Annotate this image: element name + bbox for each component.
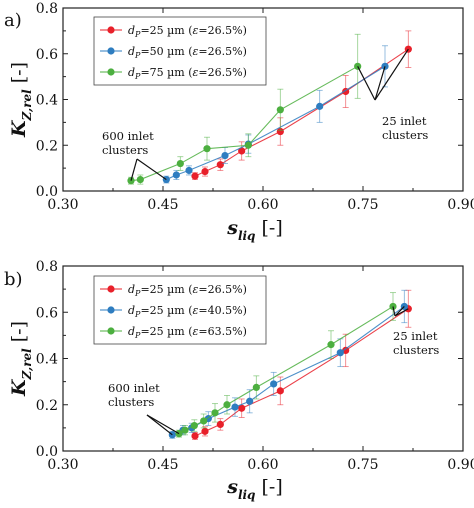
y-tick-label: 0.6 [36,305,58,321]
x-tick-label: 0.30 [47,457,78,473]
legend-box [93,16,267,86]
legend-entry: dP=25 µm (ε=40.5%) [128,304,247,319]
y-axis-label: KZ,rel [-] [8,62,34,138]
x-tick-label: 0.90 [447,457,474,473]
annotation-pointer [136,158,167,181]
data-point [244,141,252,149]
annotation-25-inlet: 25 inlet clusters [393,329,439,357]
y-axis-label: KZ,rel [-] [8,321,34,397]
legend-entry: dP=25 µm (ε=26.5%) [128,24,247,39]
x-tick-label: 0.90 [447,197,474,213]
data-point [327,341,335,349]
series-0 [191,289,412,440]
legend-swatch-marker [107,285,115,293]
legend-swatch-marker [107,47,115,55]
series-2 [127,33,362,185]
x-tick-label: 0.75 [347,197,378,213]
series-0 [191,30,412,181]
annotation-pointer [394,308,409,317]
y-tick-label: 0.8 [36,1,58,17]
legend-entry: dP=25 µm (ε=26.5%) [128,283,247,298]
annotation-pointer [392,306,396,317]
data-point [190,421,198,430]
x-axis-label: sliq [-] [226,476,283,502]
y-tick-label: 0.0 [36,444,58,460]
data-point [136,175,144,184]
data-point [203,145,211,153]
annotation-pointer [357,66,376,101]
legend-swatch-marker [107,306,115,314]
data-point [216,161,224,169]
data-point [246,397,254,405]
annotation-pointer [374,48,409,101]
data-point [200,417,208,425]
annotation-pointer [130,158,138,181]
x-tick-label: 0.60 [247,197,278,213]
x-tick-label: 0.30 [47,197,78,213]
annotation-pointer [374,66,386,101]
data-point [252,383,260,392]
series-2 [175,292,397,438]
panel-label: b) [4,269,23,290]
annotation-pointer [146,414,173,436]
legend: dP=25 µm (ε=26.5%) dP=25 µm (ε=40.5%) dP=2… [93,275,267,345]
panel-b: 0.30 0.45 0.60 0.75 0.90 0.0 0.2 0.4 0.6 0.8 b) sli… [4,259,474,502]
legend-swatch-marker [107,26,115,34]
data-point [231,403,239,411]
data-point [223,401,231,409]
legend-swatch-marker [107,68,115,76]
data-point [276,387,284,395]
legend-entry: dP=75 µm (ε=26.5%) [128,66,247,81]
data-point [276,127,284,136]
data-point [270,380,278,388]
x-tick-label: 0.45 [147,457,178,473]
data-point [181,426,189,434]
data-point [238,147,246,155]
annotation-pointer [394,306,405,317]
data-point [316,102,324,110]
annotation-600-inlet: 600 inlet clusters [102,129,154,157]
data-point [201,427,209,435]
legend: dP=25 µm (ε=26.5%) dP=50 µm (ε=26.5%) dP=7… [93,16,267,86]
data-point [176,159,184,168]
data-point [185,166,193,175]
data-point [216,420,224,429]
data-point [221,151,229,160]
data-point [201,167,209,176]
y-tick-label: 0.4 [36,352,58,368]
x-tick-label: 0.45 [147,197,178,213]
legend-entry: dP=50 µm (ε=26.5%) [128,45,247,60]
data-point [238,404,246,412]
annotation-600-inlet: 600 inlet clusters [108,381,160,409]
data-point [211,409,219,417]
data-point [191,172,199,180]
y-tick-label: 0.6 [36,47,58,63]
y-tick-label: 0.8 [36,259,58,275]
x-tick-label: 0.75 [347,457,378,473]
annotation-25-inlet: 25 inlet clusters [382,114,428,142]
panel-label: a) [4,10,22,31]
legend-entry: dP=25 µm (ε=63.5%) [128,325,247,340]
y-tick-label: 0.2 [36,398,58,414]
annotation-pointer [146,414,180,435]
data-point [336,349,344,357]
legend-swatch-marker [107,327,115,335]
y-tick-label: 0.0 [36,184,58,200]
data-point [172,171,180,179]
y-tick-label: 0.4 [36,93,58,109]
data-point [191,432,199,440]
legend-box [93,275,267,345]
panel-a: 0.30 0.45 0.60 0.75 0.90 0.0 0.2 0.4 0.6 0.8 a) sli… [4,1,474,243]
x-tick-label: 0.60 [247,457,278,473]
y-tick-label: 0.2 [36,138,58,154]
data-point [276,106,284,114]
x-axis-label: sliq [-] [226,217,283,243]
